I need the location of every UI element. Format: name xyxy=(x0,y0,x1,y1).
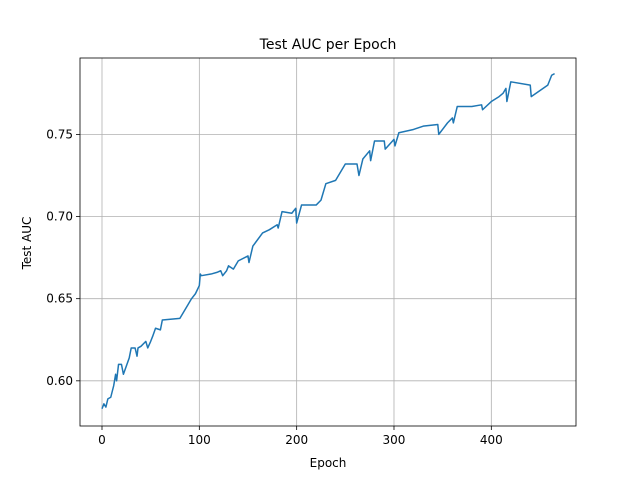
x-axis-label: Epoch xyxy=(310,456,347,470)
x-tick-label: 100 xyxy=(188,433,211,447)
plot-frame xyxy=(79,57,577,427)
x-tick-label: 200 xyxy=(285,433,308,447)
x-tick-label: 400 xyxy=(480,433,503,447)
y-tick-label: 0.70 xyxy=(46,210,73,224)
x-tick-label: 300 xyxy=(383,433,406,447)
x-tick-label: 0 xyxy=(98,433,106,447)
y-axis-label: Test AUC xyxy=(20,217,34,271)
y-tick-label: 0.65 xyxy=(46,292,73,306)
y-tick-label: 0.60 xyxy=(46,374,73,388)
chart-title: Test AUC per Epoch xyxy=(259,37,397,53)
y-tick-label: 0.75 xyxy=(46,127,73,141)
data-line xyxy=(101,72,555,410)
